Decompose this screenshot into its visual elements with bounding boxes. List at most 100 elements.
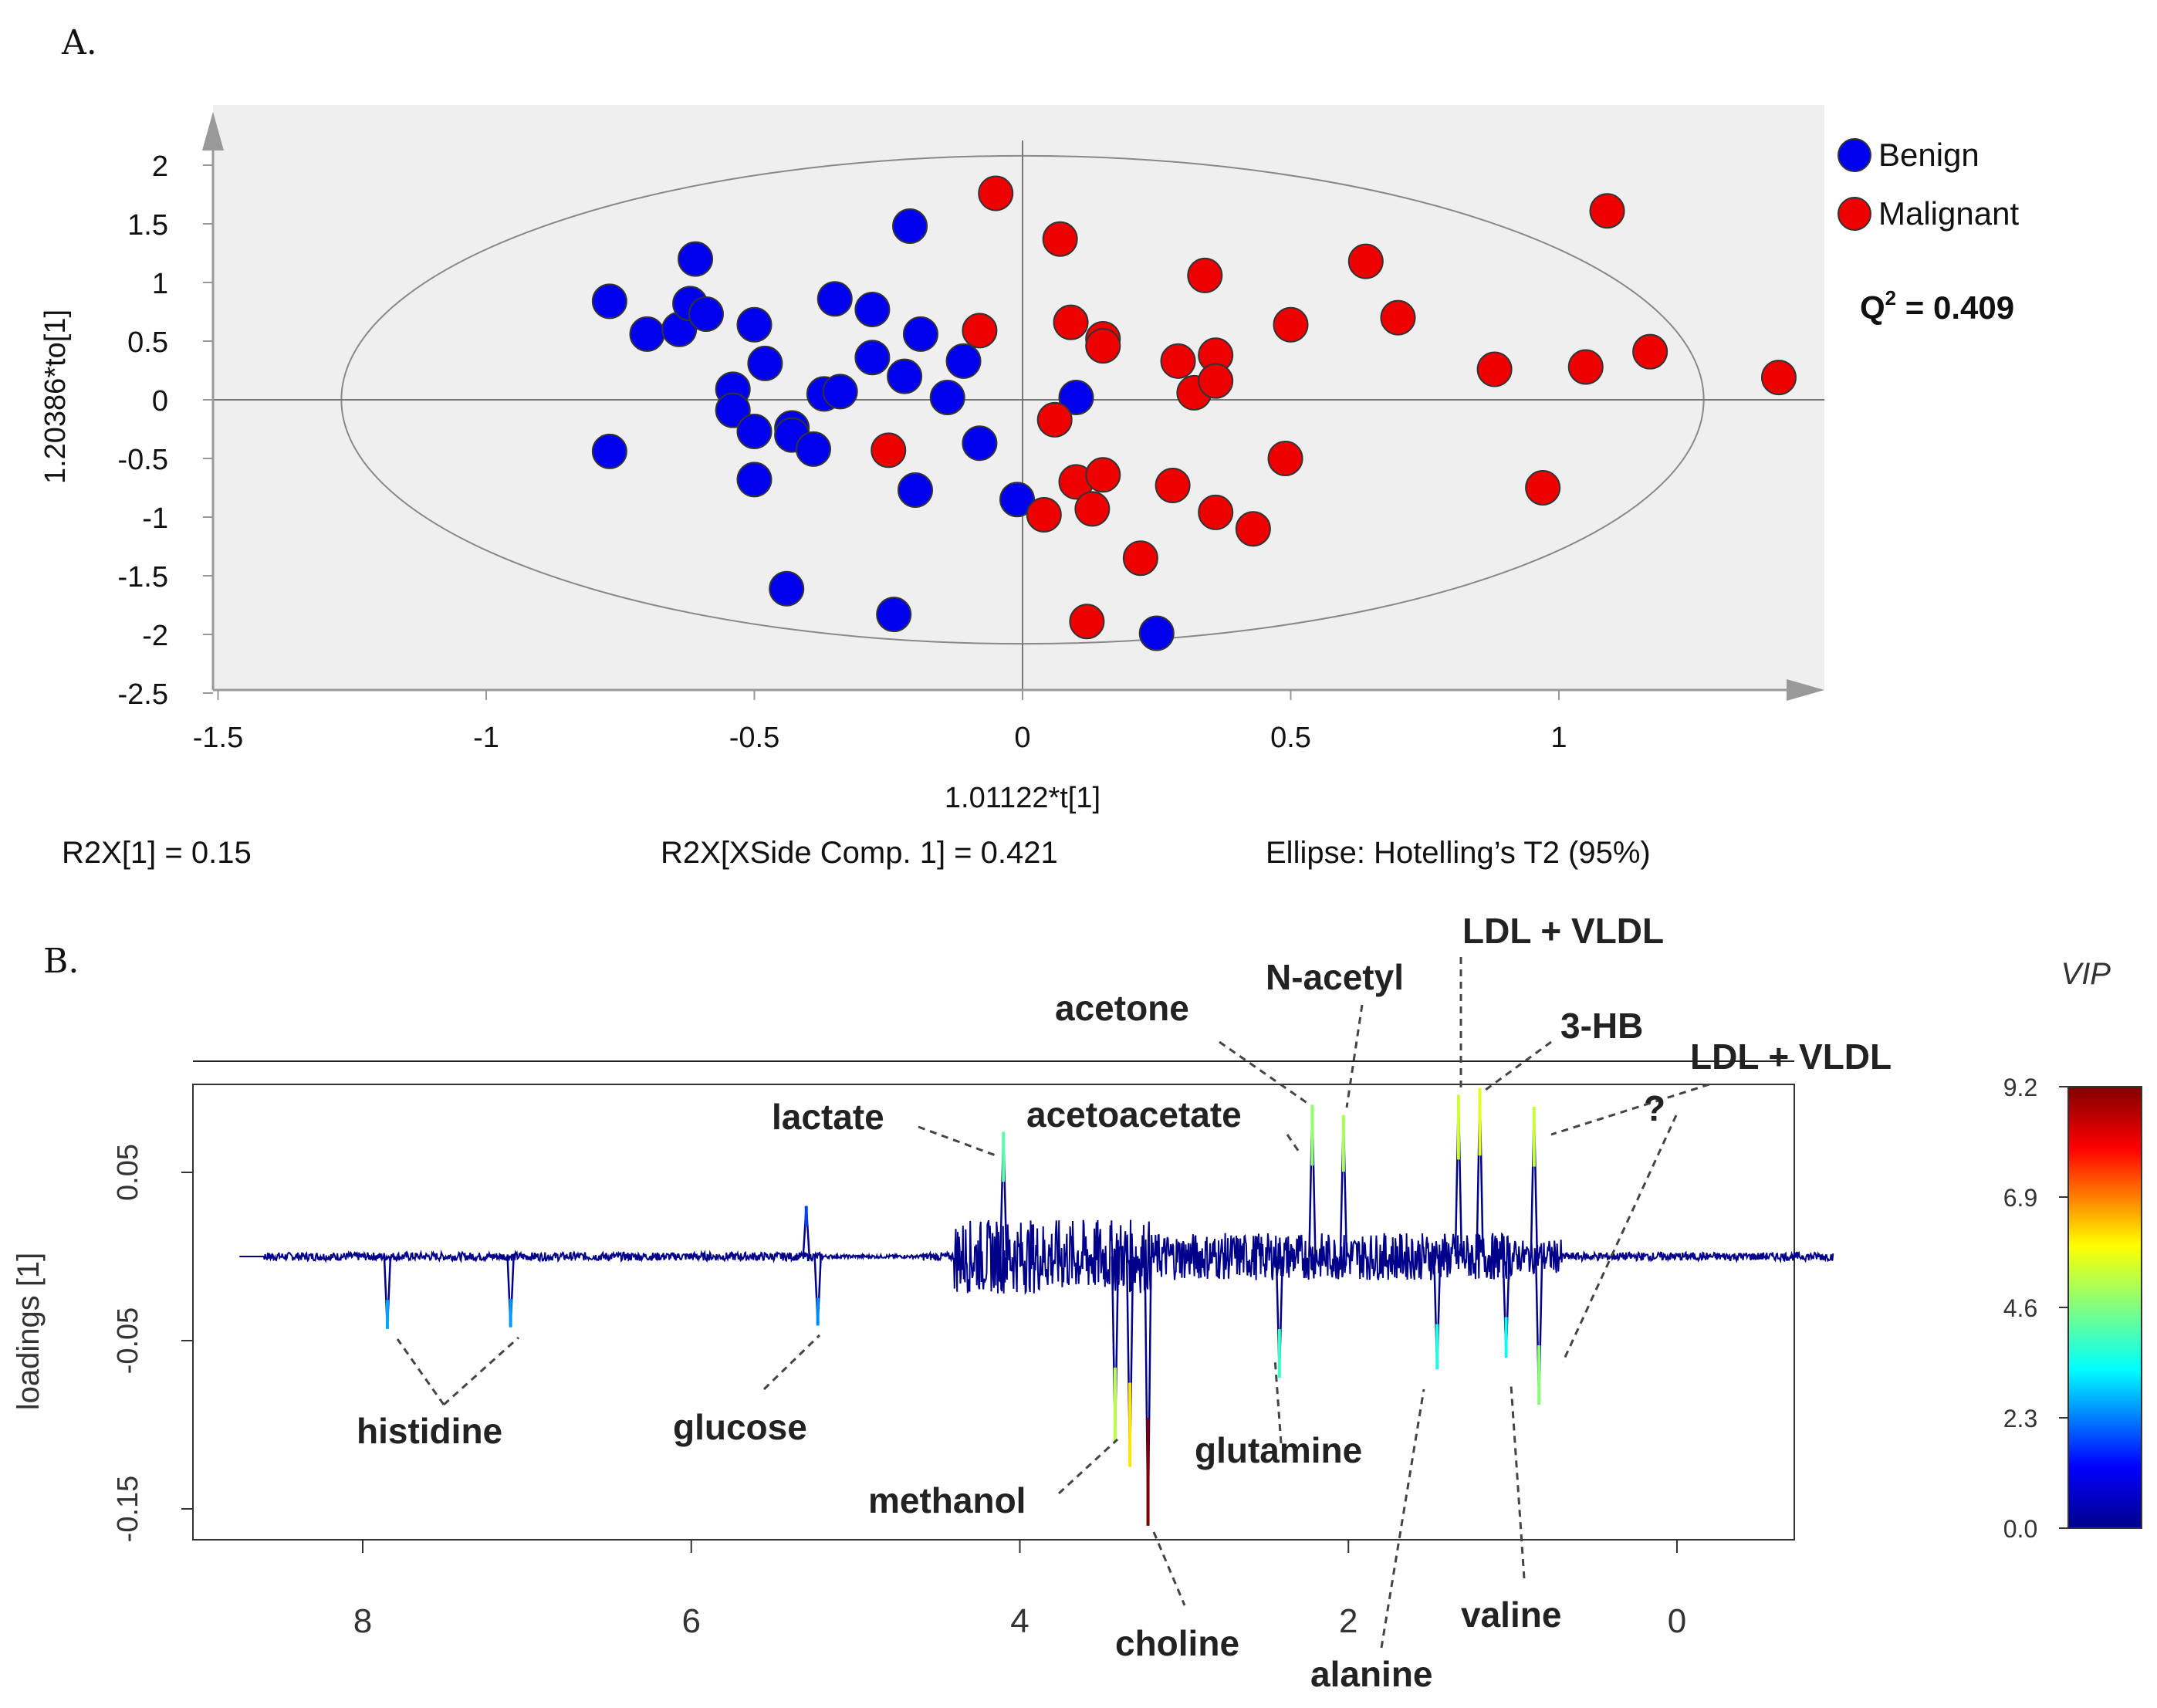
label-acetoacetate: acetoacetate: [1026, 1094, 1242, 1135]
peak-annotations: lactate acetone acetoacetate N-acetyl LD…: [357, 911, 1892, 1694]
leader-lactate: [918, 1125, 996, 1157]
x-tick-label: 4: [1010, 1602, 1029, 1640]
benign-point: [736, 462, 773, 498]
leader-n-acetyl: [1345, 1004, 1364, 1108]
loadings-peaks: [383, 1087, 1543, 1526]
malignant-point: [1053, 304, 1089, 340]
label-choline: choline: [1115, 1623, 1239, 1663]
x-axis-arrow: [1787, 679, 1824, 701]
x-tick-label: -1.5: [193, 722, 243, 754]
malignant-point: [962, 313, 998, 349]
leader-ldl-2: [1550, 1083, 1710, 1136]
leader-acetone: [1219, 1040, 1311, 1107]
malignant-point: [1235, 511, 1271, 547]
malignant-point: [1069, 604, 1105, 640]
malignant-point: [1042, 221, 1078, 257]
malignant-point: [1347, 243, 1384, 279]
label-histidine: histidine: [357, 1411, 502, 1451]
benign-point: [736, 414, 773, 450]
x-tick-label: -1: [473, 722, 499, 754]
benign-point: [945, 343, 982, 379]
x-tick-label: 1: [1550, 722, 1567, 754]
label-valine: valine: [1461, 1595, 1561, 1635]
label-ldl-vldl-2: LDL + VLDL: [1690, 1037, 1892, 1077]
x-tick-label: -0.5: [729, 722, 779, 754]
plot-a-x-label: 1.01122*t[1]: [945, 782, 1100, 814]
malignant-point: [1632, 333, 1668, 370]
x-tick-label: 8: [353, 1602, 372, 1640]
malignant-point: [1198, 494, 1234, 530]
plot-a: [213, 140, 1824, 690]
benign-point: [795, 431, 831, 467]
r2x-side-stat: R2X[XSide Comp. 1] = 0.421: [661, 836, 1058, 870]
malignant-point: [1160, 343, 1196, 379]
y-axis-arrow: [202, 112, 224, 151]
benign-point: [769, 570, 805, 607]
benign-point: [629, 316, 665, 352]
ellipse-stat: Ellipse: Hotelling’s T2 (95%): [1266, 836, 1651, 870]
plot-b-y-label: loadings [1]: [12, 1253, 46, 1411]
panel-b-label: B.: [43, 942, 79, 981]
malignant-point: [1026, 496, 1062, 533]
benign-point: [688, 296, 724, 333]
malignant-point: [1155, 467, 1191, 503]
benign-point: [876, 597, 912, 633]
label-glucose: glucose: [673, 1407, 807, 1447]
malignant-point: [1567, 349, 1604, 385]
leader-question: [1561, 1114, 1678, 1363]
label-n-acetyl: N-acetyl: [1266, 957, 1404, 997]
x-tick-label: 0.5: [1270, 722, 1311, 754]
leader-choline: [1152, 1531, 1186, 1606]
label-lactate: lactate: [772, 1097, 884, 1137]
vip-colorbar: VIP 9.2 6.9 4.6 2.3 0.0: [2003, 957, 2142, 1543]
malignant-point: [1525, 470, 1561, 506]
legend-benign-marker: [1838, 138, 1871, 172]
legend-benign-label: Benign: [1878, 137, 1980, 173]
benign-point: [854, 340, 891, 376]
panel-a: A. 2 1.5 1 0.5 0 -0.5 -1 -1.5 -2 -2.5 -1.5 -1 -0.5 0 0…: [39, 23, 2019, 870]
benign-point: [715, 392, 751, 428]
malignant-point: [978, 175, 1014, 211]
y-tick-label: -1: [142, 502, 168, 535]
benign-point: [999, 482, 1036, 518]
plot-b-frame: [192, 1084, 1795, 1541]
benign-point: [929, 379, 965, 415]
malignant-point: [1074, 491, 1111, 527]
colorbar-tick-label: 9.2: [2003, 1074, 2037, 1101]
loadings-spectrum: [239, 1219, 1834, 1296]
malignant-point: [1476, 351, 1513, 387]
y-tick-label: -0.5: [118, 444, 168, 476]
leader-histidine-1: [396, 1338, 445, 1405]
colorbar-tick-label: 2.3: [2003, 1405, 2037, 1432]
benign-point: [1058, 379, 1094, 415]
malignant-point: [1085, 457, 1121, 493]
benign-point: [736, 306, 773, 343]
benign-point: [591, 283, 627, 320]
plot-a-background: [213, 105, 1824, 690]
x-tick-label: 2: [1339, 1602, 1357, 1640]
malignant-point: [1380, 299, 1416, 336]
plot-b-ticks: 0.05 -0.05 -0.15 8 6 4 2 0: [112, 1144, 1686, 1640]
label-3hb: 3-HB: [1560, 1006, 1643, 1046]
label-ldl-vldl-1: LDL + VLDL: [1462, 911, 1664, 951]
y-tick-label: -0.05: [112, 1307, 144, 1375]
malignant-point: [1122, 540, 1158, 577]
leader-glutamine: [1273, 1358, 1283, 1444]
colorbar-tick-label: 4.6: [2003, 1294, 2037, 1322]
y-tick-label: 1.5: [127, 209, 168, 242]
colorbar-gradient: [2067, 1086, 2142, 1529]
label-methanol: methanol: [868, 1480, 1026, 1520]
benign-point: [678, 241, 714, 277]
legend-malignant-marker: [1838, 197, 1871, 231]
leader-glucose: [762, 1334, 821, 1391]
benign-point: [887, 358, 923, 394]
benign-point: [892, 208, 928, 245]
annotation-leaders: [396, 957, 1710, 1649]
colorbar-tick-label: 6.9: [2003, 1184, 2037, 1212]
benign-point: [747, 345, 783, 381]
r2x-stat: R2X[1] = 0.15: [62, 836, 252, 870]
benign-point: [816, 281, 853, 317]
plot-a-ticks: 2 1.5 1 0.5 0 -0.5 -1 -1.5 -2 -2.5 -1.5 -1 -0.5 0 0.5 1: [118, 112, 1824, 754]
benign-point: [962, 425, 998, 462]
